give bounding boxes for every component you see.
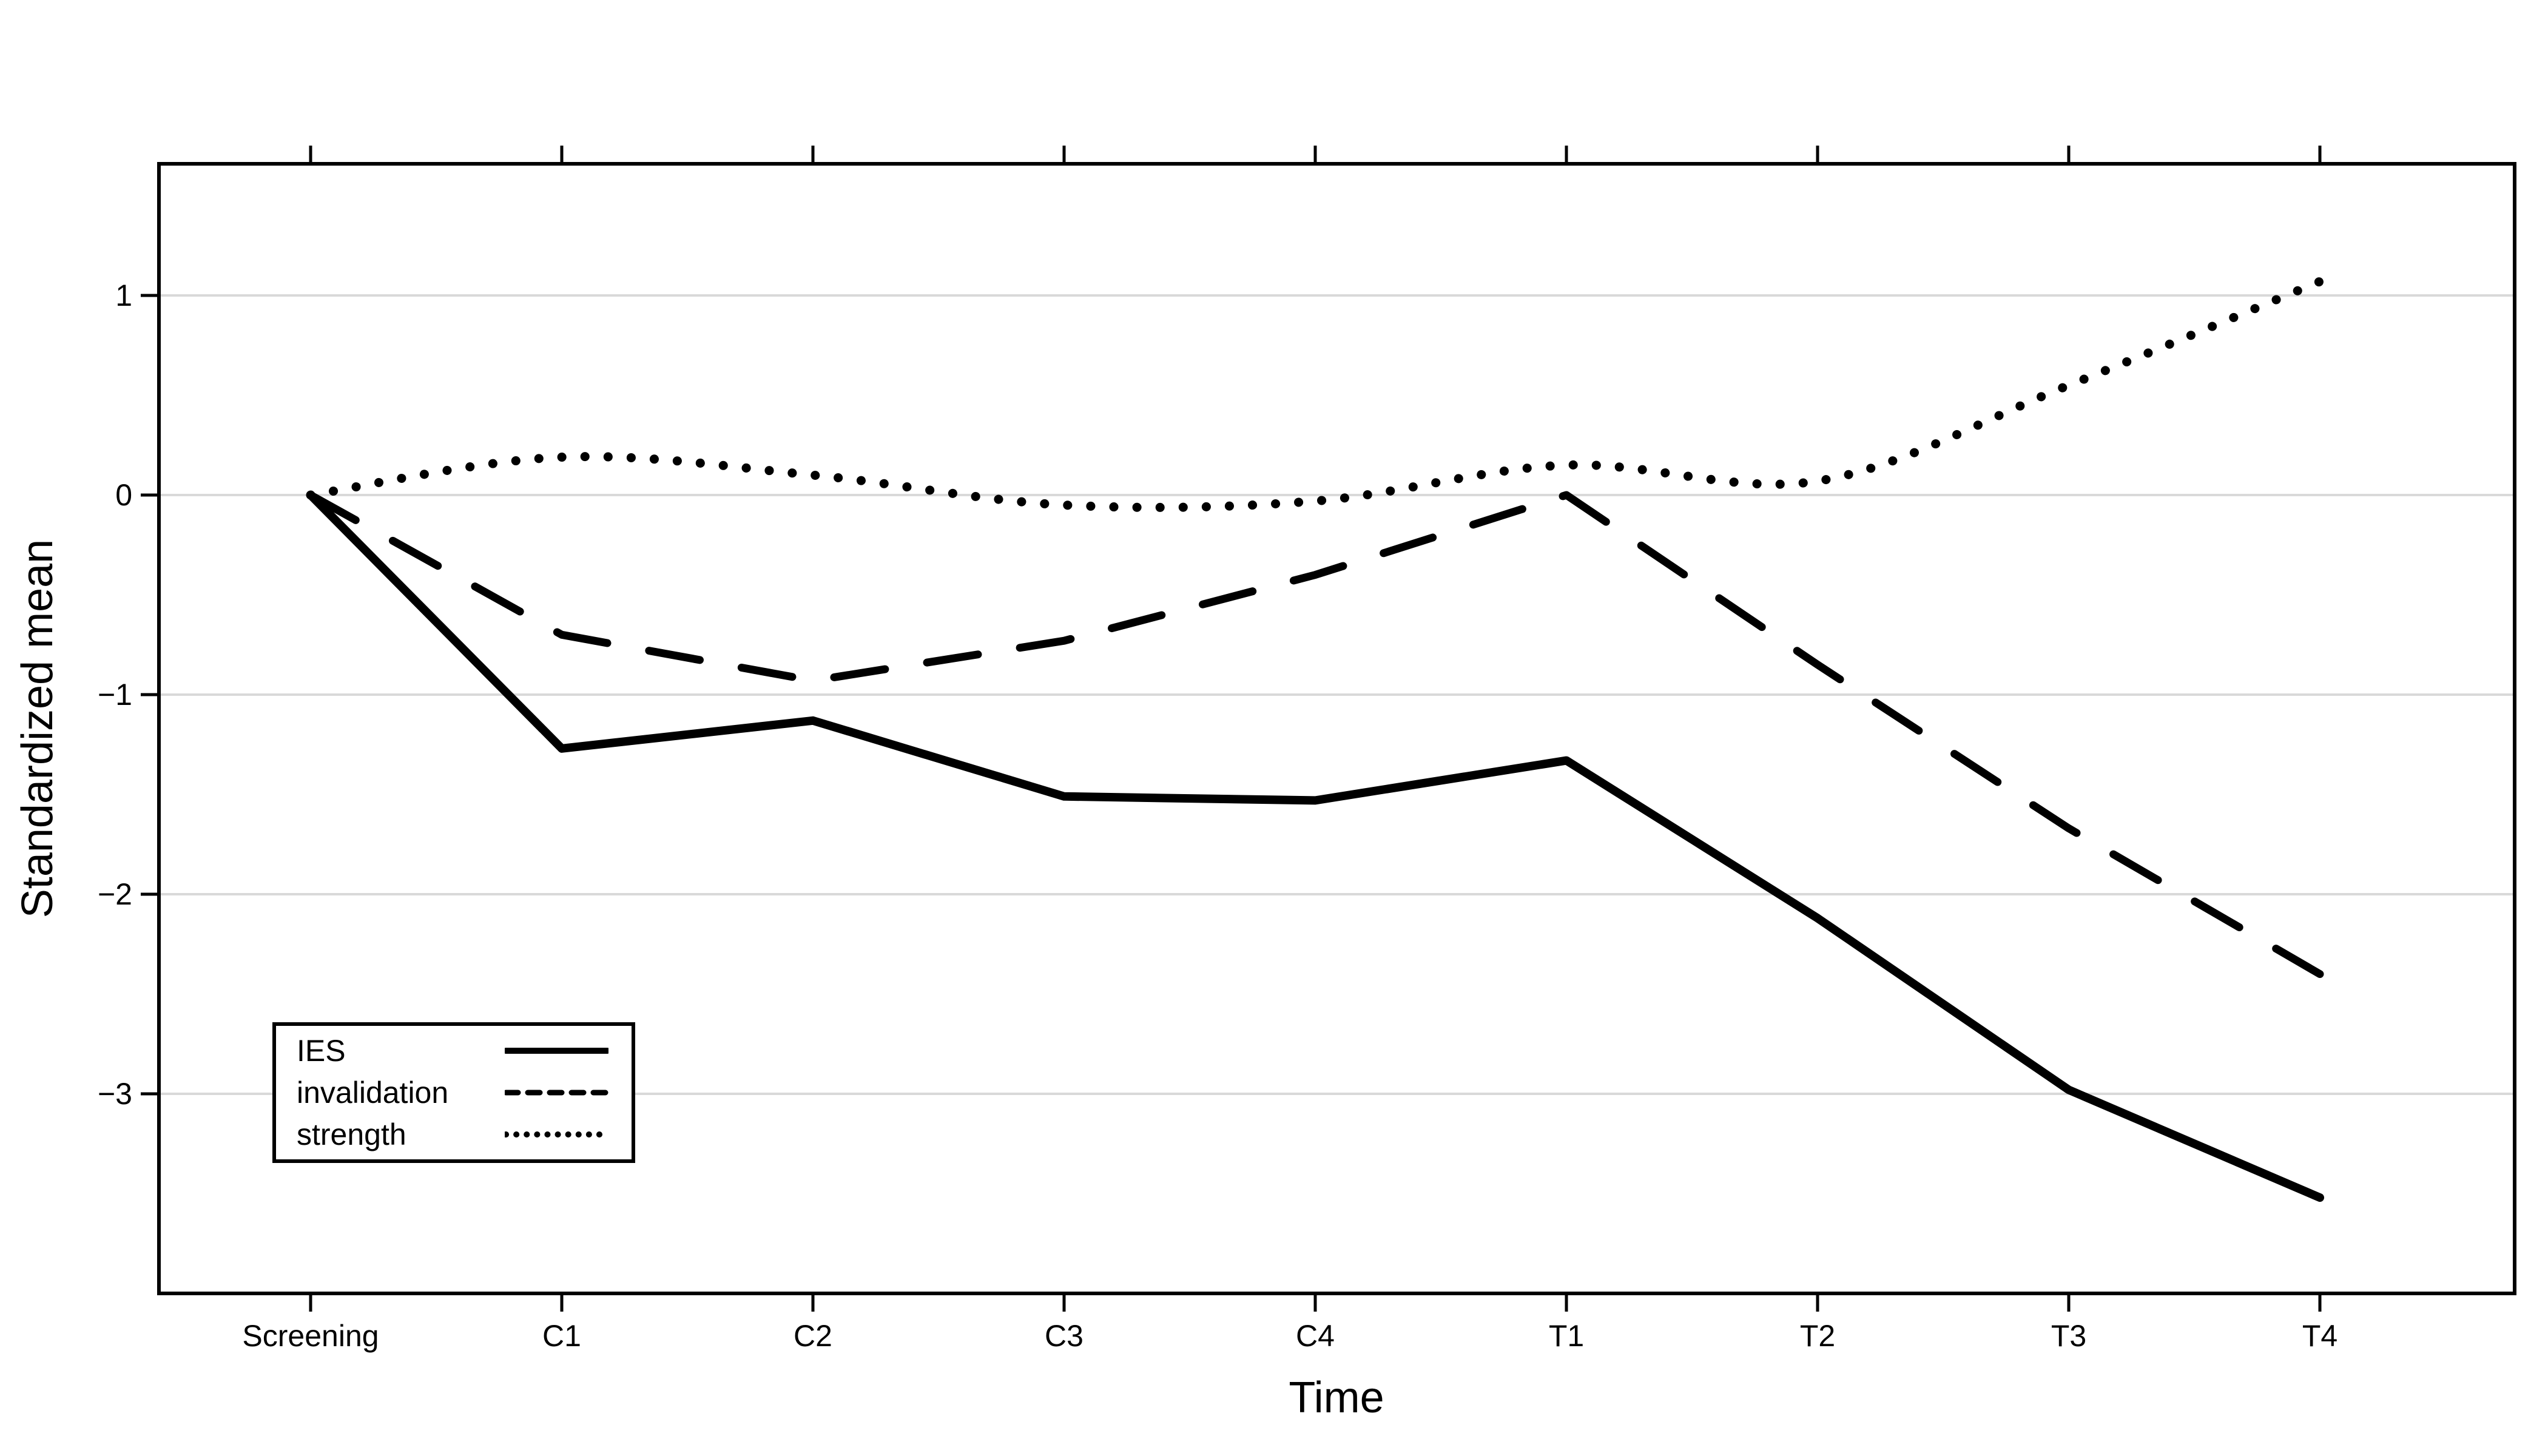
plot-border <box>157 162 2516 1295</box>
ytick-label-1: 1 <box>115 278 132 312</box>
legend-line-sample-solid <box>503 1046 610 1056</box>
legend-item-ies: IES <box>276 1036 632 1066</box>
legend-item-strength: strength <box>276 1119 632 1150</box>
ytick-label-minus-1: −1 <box>97 678 132 712</box>
ytick-label-0: 0 <box>115 478 132 512</box>
legend-label-invalidation: invalidation <box>297 1075 449 1110</box>
legend-line-sample-dotted <box>503 1130 610 1139</box>
xtick-label-c4: C4 <box>1296 1319 1335 1353</box>
legend-item-invalidation: invalidation <box>276 1077 632 1108</box>
legend-label-strength: strength <box>297 1117 406 1152</box>
legend-label-ies: IES <box>297 1033 346 1068</box>
x-axis-title: Time <box>1289 1373 1384 1422</box>
xtick-label-c3: C3 <box>1045 1319 1084 1353</box>
xtick-label-c2: C2 <box>794 1319 832 1353</box>
xtick-label-t1: T1 <box>1548 1319 1585 1353</box>
legend-sample-line <box>503 1090 610 1096</box>
legend-sample-line <box>503 1047 610 1054</box>
ytick-label-minus-3: −3 <box>97 1077 132 1111</box>
xtick-label-t4: T4 <box>2302 1319 2338 1353</box>
xtick-label-c1: C1 <box>542 1319 581 1353</box>
xtick-label-t3: T3 <box>2051 1319 2087 1353</box>
y-axis-title: Standardized mean <box>13 539 62 918</box>
xtick-label-t2: T2 <box>1799 1319 1836 1353</box>
series-line-strength <box>306 277 2325 512</box>
series-line-invalidation <box>306 491 2324 979</box>
legend-line-sample-dashed <box>503 1088 610 1097</box>
ytick-label-minus-2: −2 <box>97 877 132 911</box>
xtick-label-screening: Screening <box>242 1319 379 1353</box>
series-line-IES <box>306 491 2324 1202</box>
legend: IES invalidation strength <box>272 1022 635 1163</box>
legend-sample-line <box>503 1131 610 1138</box>
